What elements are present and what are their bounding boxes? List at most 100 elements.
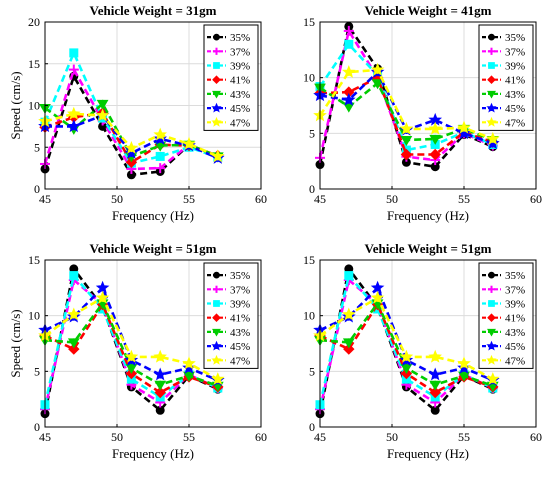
x-tick-label: 45: [314, 192, 326, 206]
x-tick-label: 60: [255, 192, 267, 206]
legend-item: 39%: [207, 299, 250, 311]
data-point: [342, 307, 356, 321]
legend-marker: [486, 340, 497, 351]
series-47pct: [313, 290, 500, 385]
legend-label: 43%: [230, 327, 250, 339]
x-tick-label: 45: [314, 430, 326, 444]
legend-label: 39%: [505, 299, 525, 311]
legend-marker: [212, 313, 221, 323]
data-point: [400, 148, 413, 161]
data-point: [342, 65, 356, 78]
data-point: [182, 356, 196, 370]
data-point: [457, 126, 471, 140]
data-point: [153, 367, 168, 381]
y-axis-label: Speed (cm/s): [8, 71, 23, 139]
chart-title: Vehicle Weight = 51gm: [365, 241, 492, 256]
data-point: [182, 136, 196, 150]
data-point: [486, 131, 500, 145]
data-point: [154, 380, 167, 391]
data-point: [400, 136, 413, 146]
legend-label: 39%: [505, 61, 525, 73]
chart-title: Vehicle Weight = 41gm: [365, 3, 492, 18]
legend-item: 45%: [482, 102, 525, 115]
data-point: [428, 349, 442, 363]
data-point: [153, 349, 167, 363]
axes-box: [44, 259, 262, 428]
y-tick-label: 5: [34, 364, 40, 378]
data-point: [68, 64, 79, 75]
x-tick-label: 60: [530, 430, 542, 444]
legend-label: 41%: [230, 313, 250, 325]
legend-marker: [486, 116, 497, 127]
legend-marker: [487, 75, 496, 85]
legend: 35% 37% 39% 41% 43% 45% 47%: [478, 262, 534, 369]
legend-item: 37%: [207, 46, 250, 58]
chart-title: Vehicle Weight = 31gm: [90, 3, 217, 18]
legend-label: 41%: [505, 313, 525, 325]
data-point: [486, 372, 500, 385]
legend-item: 43%: [207, 89, 250, 101]
x-axis-label: Frequency (Hz): [387, 208, 469, 223]
legend-label: 43%: [230, 89, 250, 101]
data-point: [67, 338, 80, 349]
legend-marker: [488, 300, 495, 307]
legend-item: 47%: [207, 116, 250, 129]
legend-label: 47%: [230, 355, 250, 367]
legend-item: 39%: [482, 61, 525, 73]
data-point: [428, 121, 442, 135]
data-point: [428, 367, 443, 381]
legend-marker: [487, 285, 496, 293]
data-point: [344, 39, 354, 49]
y-tick-label: 10: [28, 99, 40, 113]
data-point: [66, 119, 81, 133]
series-47pct: [38, 290, 225, 385]
chart-title: Vehicle Weight = 51gm: [90, 241, 217, 256]
legend-marker: [488, 62, 495, 69]
legend-marker: [211, 116, 222, 127]
x-tick-label: 45: [39, 192, 51, 206]
legend-label: 37%: [505, 284, 525, 296]
data-point: [68, 343, 80, 355]
data-point: [429, 134, 442, 145]
legend-marker: [211, 354, 222, 365]
y-tick-label: 15: [28, 57, 40, 71]
legend-label: 41%: [230, 75, 250, 87]
legend-label: 35%: [505, 270, 525, 282]
legend: 35% 37% 39% 41% 43% 45% 47%: [478, 24, 534, 131]
legend: 35% 37% 39% 41% 43% 45% 47%: [203, 262, 259, 369]
data-point: [125, 363, 138, 374]
data-point: [399, 121, 414, 135]
legend-item: 45%: [207, 102, 250, 115]
data-point: [457, 120, 471, 134]
y-tick-label: 10: [303, 309, 315, 323]
y-tick-label: 0: [34, 182, 40, 196]
y-tick-label: 10: [28, 309, 40, 323]
data-point: [343, 25, 354, 36]
legend-label: 45%: [230, 103, 250, 115]
data-point: [429, 380, 442, 391]
x-axis-label: Frequency (Hz): [112, 208, 194, 223]
legend-label: 45%: [230, 341, 250, 353]
legend-marker: [487, 90, 496, 99]
y-tick-label: 0: [309, 182, 315, 196]
legend-marker: [488, 33, 495, 41]
x-tick-label: 55: [183, 192, 195, 206]
data-point: [183, 371, 195, 382]
x-axis-label: Frequency (Hz): [387, 446, 469, 461]
y-tick-label: 20: [28, 15, 40, 29]
legend-marker: [212, 285, 221, 293]
legend-box: [203, 24, 259, 131]
legend-marker: [212, 328, 221, 337]
legend-item: 37%: [207, 284, 250, 296]
legend-marker: [213, 300, 220, 307]
data-point: [211, 372, 225, 385]
data-point: [370, 290, 385, 304]
legend-marker: [488, 271, 495, 279]
legend-label: 37%: [505, 46, 525, 58]
legend-item: 43%: [482, 89, 525, 101]
chart-panel-4: 45 50 55 60 0 5 10 15 Vehicle Weight = 51gm Frequ…: [303, 241, 542, 461]
data-point: [399, 349, 414, 363]
legend: 35% 37% 39% 41% 43% 45% 47%: [203, 24, 259, 131]
data-point: [95, 280, 110, 294]
data-point: [124, 349, 139, 363]
